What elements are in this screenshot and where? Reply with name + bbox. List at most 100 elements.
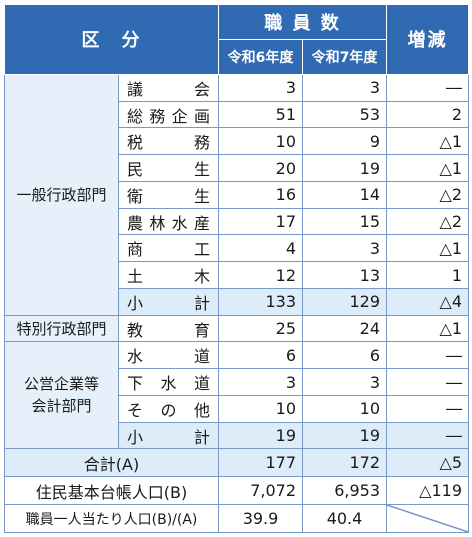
total-prev: 177 <box>218 448 303 478</box>
prev-value: 17 <box>218 207 303 236</box>
table-row: 特別行政部門 教育 25 24 △1 <box>4 314 470 343</box>
change-value: ― <box>386 421 470 450</box>
label-char: 水 <box>127 347 144 367</box>
prev-value: 3 <box>218 73 303 102</box>
label-char: 土 <box>127 267 144 287</box>
curr-value: 13 <box>301 261 388 289</box>
row-label: 小計 <box>125 424 212 448</box>
label-char: 務 <box>149 106 166 126</box>
change-value: 1 <box>386 261 470 289</box>
row-label: 水道 <box>125 343 212 367</box>
label-char: 議 <box>127 79 144 99</box>
row-label: 下水道 <box>125 370 212 394</box>
staff-count-table: 区 分 職 員 数 増減 令和6年度 令和7年度 一般行政部門 議会 3 3 ―… <box>4 4 470 533</box>
group-general-label: 一般行政部門 <box>4 73 119 316</box>
label-char: 生 <box>193 186 210 206</box>
label-char: 道 <box>193 374 210 394</box>
row-label: 小計 <box>125 290 212 314</box>
prev-value: 10 <box>218 127 303 156</box>
curr-value: 19 <box>301 154 388 182</box>
row-label: 農林水産 <box>125 210 212 234</box>
row-label: 税務 <box>125 129 212 153</box>
prev-value: 12 <box>218 261 303 289</box>
change-header: 増減 <box>386 4 470 75</box>
group-special-label: 特別行政部門 <box>4 314 119 343</box>
table-row: その他 10 10 ― <box>5 394 470 423</box>
total-curr: 172 <box>301 448 388 478</box>
table-row: 民生 20 19 △1 <box>5 154 470 182</box>
staff-count-header: 職 員 数 <box>217 4 388 40</box>
table-row: 総務企画 51 53 2 <box>5 100 470 129</box>
subtotal-row: 小計 133 129 △4 <box>5 287 470 316</box>
change-value: △1 <box>386 127 470 156</box>
label-char: 下 <box>127 374 144 394</box>
year-prev-header: 令和6年度 <box>218 38 303 75</box>
curr-value: 19 <box>301 421 388 450</box>
label-char: 総 <box>127 106 144 126</box>
label-char: そ <box>127 400 144 420</box>
prev-value: 10 <box>218 394 303 423</box>
row-label: 衛生 <box>125 183 212 207</box>
label-char: 産 <box>193 213 210 233</box>
prev-value: 6 <box>218 341 303 370</box>
change-value: ― <box>386 341 470 370</box>
category-header: 区 分 <box>4 4 219 75</box>
per-staff-curr: 40.4 <box>301 504 388 533</box>
curr-value: 53 <box>301 100 388 129</box>
label-char: 計 <box>193 427 210 447</box>
label-char: 農 <box>127 213 144 233</box>
year-curr-header: 令和7年度 <box>301 38 388 75</box>
change-value: △1 <box>386 154 470 182</box>
curr-value: 10 <box>301 394 388 423</box>
row-label: 土木 <box>125 263 212 287</box>
prev-value: 25 <box>218 314 303 343</box>
per-staff-label: 職員一人当たり人口(B)/(A) <box>4 504 219 533</box>
curr-value: 24 <box>301 314 388 343</box>
label-char: 道 <box>193 347 210 367</box>
label-char: 企 <box>171 106 188 126</box>
total-change: △5 <box>386 448 470 478</box>
row-label: 議会 <box>125 76 212 100</box>
table-row: 衛生 16 14 △2 <box>5 180 470 209</box>
curr-value: 3 <box>301 368 388 396</box>
curr-value: 14 <box>301 180 388 209</box>
curr-value: 129 <box>301 287 388 316</box>
population-prev: 7,072 <box>218 476 303 506</box>
prev-value: 133 <box>218 287 303 316</box>
population-curr: 6,953 <box>301 476 388 506</box>
curr-value: 3 <box>301 234 388 263</box>
label-char: 小 <box>127 293 144 313</box>
label-char: 商 <box>127 240 144 260</box>
change-value: △2 <box>386 207 470 236</box>
curr-value: 6 <box>301 341 388 370</box>
header-row-1: 区 分 職 員 数 増減 <box>4 4 470 75</box>
change-value: △2 <box>386 180 470 209</box>
change-value: ― <box>386 73 470 102</box>
total-label: 合計(A) <box>4 448 219 478</box>
label-char: 計 <box>193 293 210 313</box>
row-label: 総務企画 <box>125 103 212 127</box>
row-label: 教育 <box>125 317 212 341</box>
table-row: 土木 12 13 1 <box>5 261 470 289</box>
table-row: 税務 10 9 △1 <box>5 127 470 156</box>
prev-value: 3 <box>218 368 303 396</box>
table-row: 農林水産 17 15 △2 <box>5 207 470 236</box>
prev-value: 16 <box>218 180 303 209</box>
label-char: 木 <box>193 267 210 287</box>
prev-value: 19 <box>218 421 303 450</box>
population-label: 住民基本台帳人口(B) <box>4 476 219 506</box>
label-char: 会 <box>193 79 210 99</box>
row-label: 商工 <box>125 236 212 260</box>
label-char: 林 <box>149 213 166 233</box>
label-char: 務 <box>193 133 210 153</box>
prev-value: 20 <box>218 154 303 182</box>
label-char: 他 <box>193 400 210 420</box>
change-value: ― <box>386 368 470 396</box>
label-char: 工 <box>193 240 210 260</box>
label-char: 小 <box>127 427 144 447</box>
label-char: 衛 <box>127 186 144 206</box>
curr-value: 9 <box>301 127 388 156</box>
label-char: 税 <box>127 133 144 153</box>
subtotal-row: 小計 19 19 ― <box>5 421 470 450</box>
label-char: 民 <box>127 160 144 180</box>
